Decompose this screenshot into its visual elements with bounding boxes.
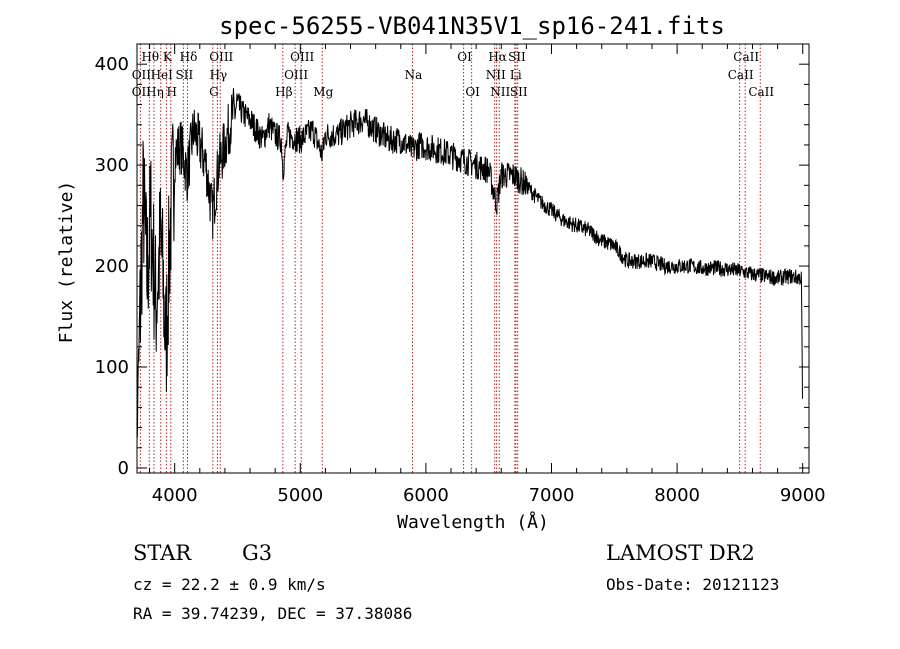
x-tick-label: 6000 xyxy=(403,485,449,506)
line-markers xyxy=(139,44,761,473)
survey-name: LAMOST DR2 xyxy=(606,541,755,565)
line-label: K xyxy=(163,50,173,64)
y-tick-label: 200 xyxy=(95,256,129,277)
ra-dec: RA = 39.74239, DEC = 37.38086 xyxy=(133,604,412,623)
line-label: SII xyxy=(510,85,528,99)
line-label: OIII xyxy=(209,50,233,64)
redshift-text: cz = 22.2 ± 0.9 km/s xyxy=(133,575,326,594)
x-tick-label: 9000 xyxy=(780,485,826,506)
line-label: Hη xyxy=(146,85,164,99)
x-axis-label: Wavelength (Å) xyxy=(397,511,549,533)
obs-date: Obs-Date: 20121123 xyxy=(606,575,779,594)
line-label: CaII xyxy=(733,50,759,64)
line-label: NII xyxy=(490,85,510,99)
line-label: Hγ xyxy=(210,68,228,82)
line-label: CaII xyxy=(728,68,754,82)
line-label: SII xyxy=(175,68,193,82)
line-label: Li xyxy=(510,68,522,82)
x-tick-label: 5000 xyxy=(277,485,323,506)
line-label: Hθ xyxy=(141,50,159,64)
object-subclass: G3 xyxy=(242,541,272,565)
y-tick-label: 400 xyxy=(95,54,129,75)
object-class: STAR xyxy=(133,541,192,565)
y-axis-label: Flux (relative) xyxy=(56,181,77,344)
line-label: OI xyxy=(465,85,480,99)
line-label: Hβ xyxy=(275,85,292,99)
y-tick-label: 0 xyxy=(118,458,129,479)
line-label: OIII xyxy=(284,68,308,82)
y-tick-label: 300 xyxy=(95,155,129,176)
line-label: HeI xyxy=(151,68,174,82)
x-tick-label: 4000 xyxy=(152,485,198,506)
line-label: CaII xyxy=(748,85,774,99)
spectrum-line xyxy=(136,88,803,438)
line-label: Na xyxy=(405,68,423,82)
chart-title: spec-56255-VB041N35V1_sp16-241.fits xyxy=(219,12,725,40)
x-tick-label: 7000 xyxy=(529,485,575,506)
axis-ticks: 4000 5000 6000 7000 8000 9000 0 100 200 300 400 xyxy=(95,44,826,506)
plot-frame xyxy=(136,43,810,474)
x-tick-label: 8000 xyxy=(654,485,700,506)
line-label: Hα xyxy=(488,50,507,64)
line-label: OIII xyxy=(290,50,314,64)
y-tick-label: 100 xyxy=(95,357,129,378)
line-label: NII xyxy=(486,68,506,82)
line-label: SII xyxy=(508,50,526,64)
line-label: OI xyxy=(457,50,472,64)
line-label: Mg xyxy=(313,85,333,99)
line-label: OII xyxy=(132,68,152,82)
line-label: H xyxy=(167,85,177,99)
line-label: Hδ xyxy=(180,50,198,64)
line-label: G xyxy=(209,85,219,99)
